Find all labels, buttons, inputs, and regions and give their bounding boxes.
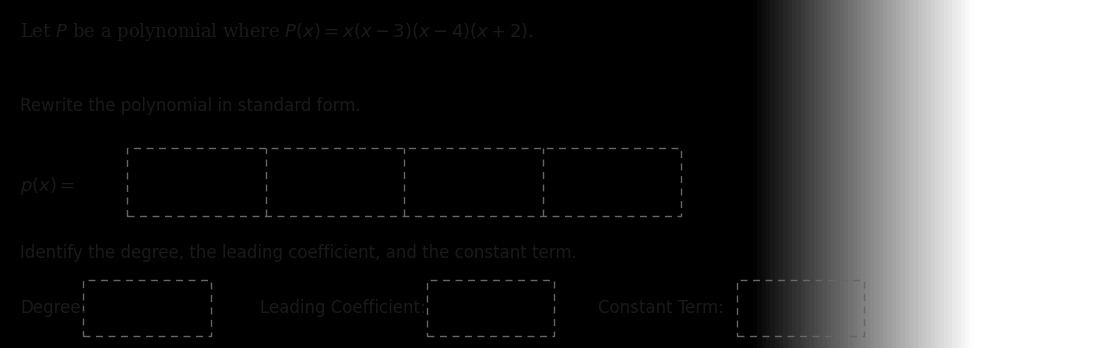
Text: Degree:: Degree: [20, 299, 86, 317]
Text: Rewrite the polynomial in standard form.: Rewrite the polynomial in standard form. [20, 97, 361, 116]
Bar [83, 280, 211, 336]
Text: Let $P$ be a polynomial where $P\left(x\right)=x\left(x-3\right)\left(x-4\right): Let $P$ be a polynomial where $P\left(x\… [20, 21, 534, 43]
Bar [127, 148, 681, 216]
Text: Leading Coefficient:: Leading Coefficient: [260, 299, 427, 317]
Text: Identify the degree, the leading coefficient, and the constant term.: Identify the degree, the leading coeffic… [20, 244, 577, 262]
Text: $p\left(x\right)=$: $p\left(x\right)=$ [20, 175, 74, 197]
Bar [427, 280, 554, 336]
Text: Constant Term:: Constant Term: [598, 299, 725, 317]
Bar [737, 280, 864, 336]
